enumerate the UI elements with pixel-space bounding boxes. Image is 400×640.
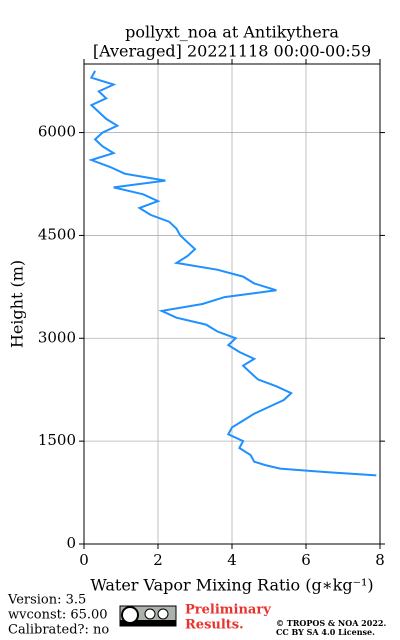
license-icon <box>119 605 177 627</box>
x-axis-label: Water Vapor Mixing Ratio (g∗kg⁻¹) <box>90 576 373 595</box>
footer-calibrated: Calibrated?: no <box>8 623 109 638</box>
profile-line <box>88 70 377 477</box>
x-tick-label: 2 <box>153 551 163 569</box>
plot-frame <box>83 63 381 545</box>
footer-license: CC BY SA 4.0 License. <box>276 627 375 637</box>
footer-copyright: © TROPOS & NOA 2022. <box>276 618 386 628</box>
footer-wvconst: wvconst: 65.00 <box>8 608 108 623</box>
x-tick-label: 8 <box>375 551 385 569</box>
x-tick-label: 0 <box>79 551 89 569</box>
y-axis-label: Height (m) <box>8 260 27 348</box>
x-tick-label: 6 <box>301 551 311 569</box>
footer-results: Results. <box>185 618 244 633</box>
y-tick-label: 0 <box>66 534 76 552</box>
x-tick-label: 4 <box>227 551 237 569</box>
chart-subtitle: [Averaged] 20221118 00:00-00:59 <box>93 42 371 61</box>
y-tick-label: 1500 <box>38 431 76 449</box>
footer-version: Version: 3.5 <box>7 593 86 608</box>
y-tick-label: 6000 <box>38 123 76 141</box>
footer-preliminary: Preliminary <box>185 603 271 618</box>
y-tick-label: 3000 <box>38 328 76 346</box>
chart-title: pollyxt_noa at Antikythera <box>125 23 339 42</box>
y-tick-label: 4500 <box>38 225 76 243</box>
